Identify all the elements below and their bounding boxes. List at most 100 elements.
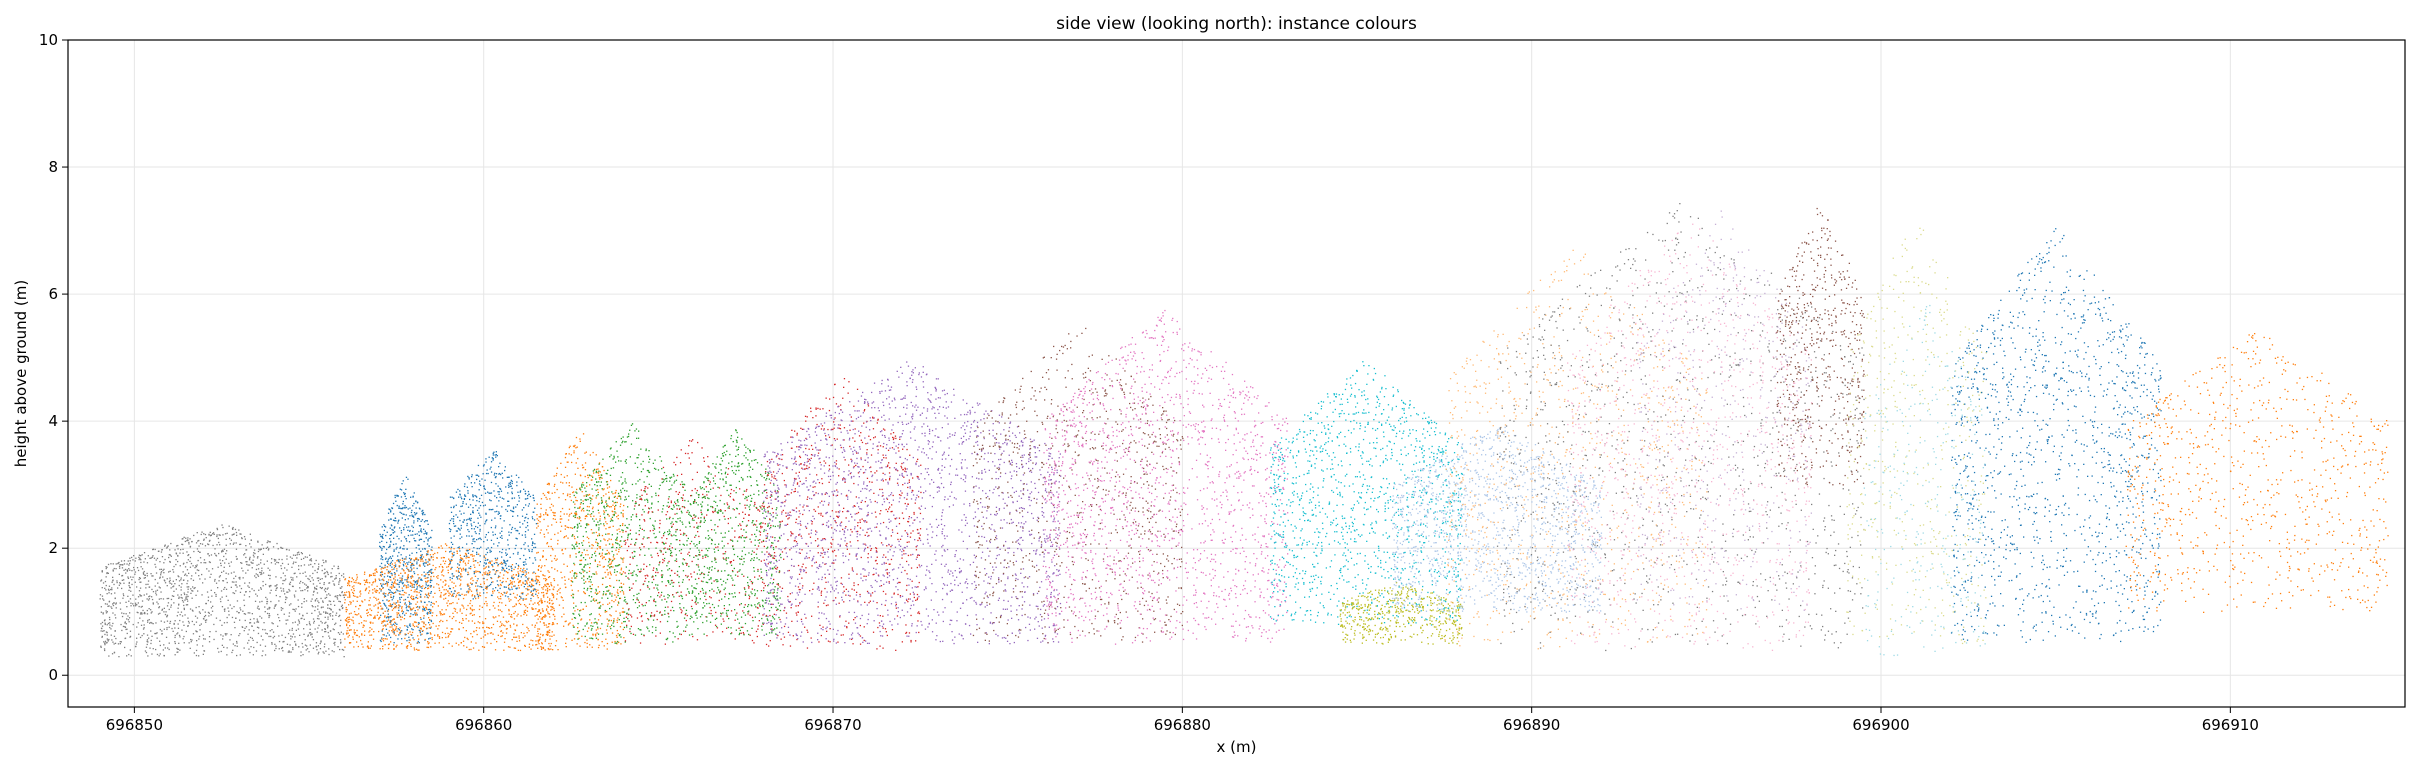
data-point (514, 618, 515, 619)
data-point (407, 576, 408, 577)
data-point (479, 533, 480, 534)
data-point (309, 560, 310, 561)
data-point (401, 532, 402, 533)
data-point (479, 498, 480, 499)
data-point (393, 586, 394, 587)
data-point (504, 642, 505, 643)
data-point (405, 558, 406, 559)
data-point (150, 573, 151, 574)
data-point (587, 475, 588, 476)
data-point (502, 473, 503, 474)
data-point (415, 540, 416, 541)
data-point (187, 599, 188, 600)
data-point (413, 496, 414, 497)
data-point (501, 491, 502, 492)
data-point (172, 595, 173, 596)
data-point (448, 595, 449, 596)
data-point (576, 542, 577, 543)
data-point (397, 555, 398, 556)
data-point (535, 559, 536, 560)
data-point (589, 506, 590, 507)
data-point (563, 600, 564, 601)
data-point (470, 578, 471, 579)
data-point (530, 600, 531, 601)
data-point (380, 648, 381, 649)
data-point (452, 544, 453, 545)
data-point (240, 654, 241, 655)
data-point (477, 562, 478, 563)
data-point (541, 598, 542, 599)
data-point (396, 560, 397, 561)
data-point (607, 623, 608, 624)
data-point (607, 540, 608, 541)
data-point (142, 610, 143, 611)
data-point (472, 615, 473, 616)
data-point (308, 651, 309, 652)
data-point (393, 551, 394, 552)
data-point (184, 600, 185, 601)
data-point (450, 548, 451, 549)
data-point (481, 638, 482, 639)
data-point (298, 599, 299, 600)
data-point (391, 605, 392, 606)
data-point (589, 494, 590, 495)
data-point (127, 596, 128, 597)
data-point (614, 502, 615, 503)
data-point (161, 569, 162, 570)
data-point (222, 606, 223, 607)
data-point (221, 550, 222, 551)
data-point (133, 555, 134, 556)
data-point (406, 606, 407, 607)
data-point (596, 571, 597, 572)
data-point (387, 621, 388, 622)
data-point (174, 627, 175, 628)
data-point (597, 468, 598, 469)
data-point (564, 576, 565, 577)
data-point (525, 527, 526, 528)
data-point (103, 641, 104, 642)
data-point (623, 637, 624, 638)
data-point (400, 512, 401, 513)
data-point (537, 603, 538, 604)
data-point (398, 613, 399, 614)
data-point (546, 586, 547, 587)
data-point (474, 555, 475, 556)
data-point (476, 589, 477, 590)
data-point (470, 520, 471, 521)
data-point (512, 639, 513, 640)
data-point (355, 614, 356, 615)
data-point (265, 611, 266, 612)
data-point (507, 560, 508, 561)
data-point (457, 567, 458, 568)
data-point (177, 561, 178, 562)
data-point (286, 592, 287, 593)
data-point (431, 621, 432, 622)
data-point (254, 550, 255, 551)
data-point (261, 601, 262, 602)
data-point (518, 600, 519, 601)
data-point (534, 519, 535, 520)
data-point (555, 645, 556, 646)
data-point (388, 617, 389, 618)
data-point (544, 575, 545, 576)
data-point (257, 642, 258, 643)
data-point (102, 598, 103, 599)
data-point (285, 599, 286, 600)
data-point (534, 588, 535, 589)
data-point (411, 512, 412, 513)
data-point (143, 633, 144, 634)
data-point (562, 508, 563, 509)
data-point (455, 620, 456, 621)
data-point (268, 549, 269, 550)
data-point (504, 586, 505, 587)
data-point (400, 559, 401, 560)
data-point (406, 556, 407, 557)
data-point (480, 517, 481, 518)
data-point (212, 606, 213, 607)
data-point (602, 641, 603, 642)
data-point (349, 594, 350, 595)
data-point (386, 607, 387, 608)
data-point (421, 588, 422, 589)
data-point (497, 580, 498, 581)
data-point (425, 559, 426, 560)
